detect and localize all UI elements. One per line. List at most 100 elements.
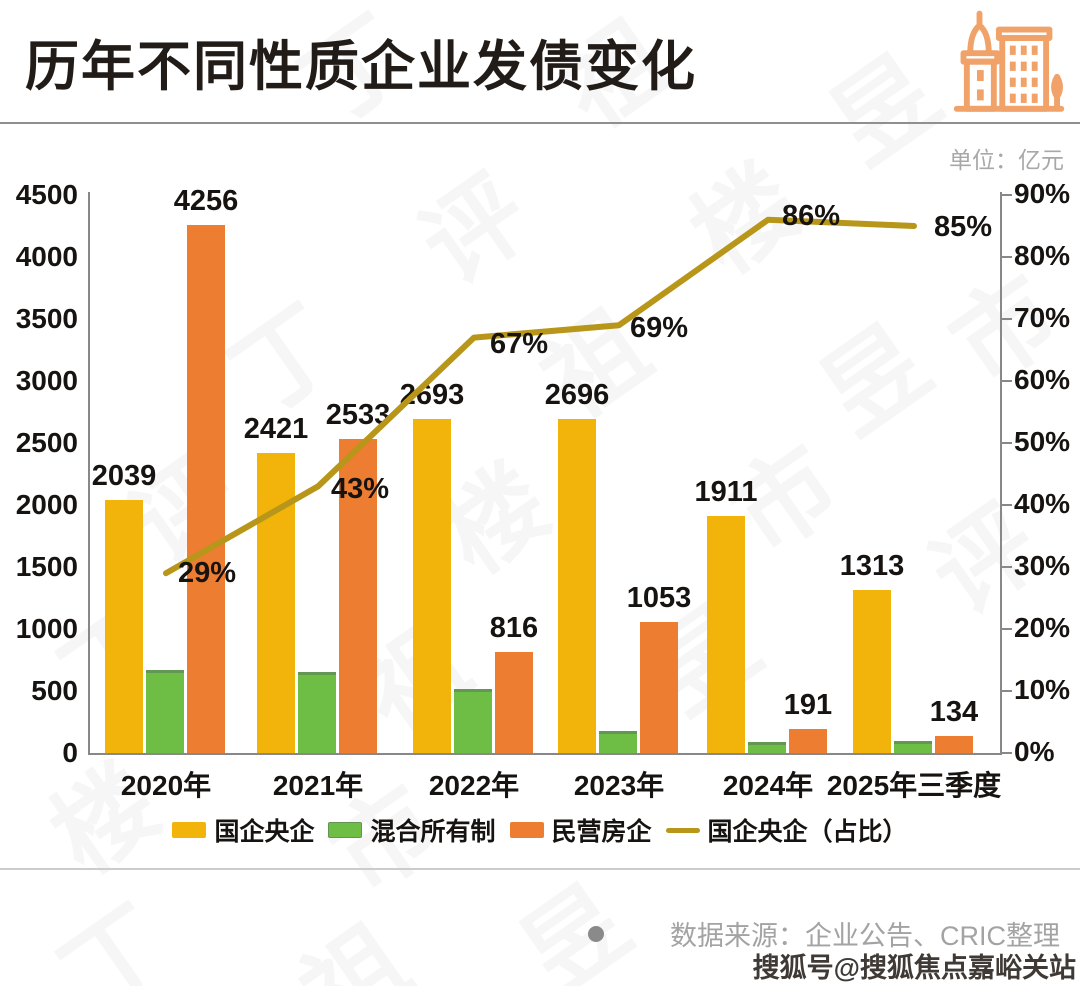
legend-label: 国企央企 <box>214 818 315 846</box>
line-point-label: 85% <box>934 211 993 243</box>
y-axis-left-line <box>88 192 90 754</box>
line-point-label: 69% <box>630 312 689 345</box>
y-axis-right-tick-mark <box>1000 318 1012 320</box>
y-axis-right-tick-label: 30% <box>1014 550 1071 581</box>
legend-line-swatch <box>665 827 700 833</box>
watermark-glyph: 昱 <box>802 305 949 455</box>
bar-混合所有制-2025年三季度 <box>894 741 932 753</box>
x-axis-label-2024年: 2024年 <box>722 770 814 801</box>
y-axis-right-tick-mark <box>1000 628 1012 630</box>
legend-color-swatch <box>328 822 363 838</box>
bar-value-label: 1313 <box>839 550 905 583</box>
watermark-glyph: 昱 <box>812 35 959 185</box>
x-axis-label-2020年: 2020年 <box>120 770 212 801</box>
y-axis-right-tick-label: 80% <box>1014 240 1071 271</box>
bar-value-label: 816 <box>489 611 539 644</box>
bar-混合所有制-2023年 <box>599 731 637 753</box>
data-source-text: 数据来源：企业公告、CRIC整理 <box>670 921 1060 951</box>
x-axis-label-2025年三季度: 2025年三季度 <box>826 770 1002 801</box>
source-row: 数据来源：企业公告、CRIC整理 <box>588 914 1060 953</box>
bar-民营房企-2022年 <box>495 651 533 753</box>
bar-国企央企-2020年 <box>105 500 143 753</box>
y-axis-right-tick-mark <box>1000 442 1012 444</box>
y-axis-left-tick-label: 500 <box>31 675 78 706</box>
bar-value-label: 2533 <box>325 398 391 431</box>
legend-color-swatch <box>172 822 207 838</box>
bar-混合所有制-2020年 <box>146 669 184 753</box>
line-point-label: 29% <box>178 557 237 590</box>
legend-item-国企央企（占比）: 国企央企（占比） <box>665 812 908 848</box>
footer-divider <box>0 868 1080 870</box>
legend-color-swatch <box>509 822 544 838</box>
x-axis-line <box>88 753 1002 755</box>
y-axis-left-tick-label: 1000 <box>15 613 78 644</box>
bar-民营房企-2024年 <box>789 729 827 753</box>
line-point-label: 67% <box>490 327 549 360</box>
bar-国企央企-2022年 <box>413 419 451 753</box>
y-axis-left-tick-label: 2500 <box>15 427 78 458</box>
watermark-glyph: 评 <box>402 155 549 305</box>
bar-value-label: 2696 <box>544 378 610 411</box>
y-axis-left-tick-label: 4500 <box>15 179 78 210</box>
bar-民营房企-2020年 <box>187 225 225 753</box>
y-axis-right-tick-mark <box>1000 194 1012 196</box>
y-axis-left-tick-label: 2000 <box>15 489 78 520</box>
legend-item-混合所有制: 混合所有制 <box>328 812 496 848</box>
line-point-label: 43% <box>331 473 390 506</box>
y-axis-left-tick-label: 0 <box>62 737 78 768</box>
legend-label: 混合所有制 <box>370 818 496 846</box>
legend-item-国企央企: 国企央企 <box>172 812 314 848</box>
y-axis-right-tick-mark <box>1000 256 1012 258</box>
bar-value-label: 4256 <box>173 185 239 218</box>
title-divider <box>0 122 1080 124</box>
y-axis-right-tick-label: 10% <box>1014 674 1071 705</box>
bar-混合所有制-2024年 <box>748 741 786 753</box>
y-axis-right-tick-mark <box>1000 504 1012 506</box>
bar-国企央企-2023年 <box>558 418 596 753</box>
y-axis-right-tick-label: 40% <box>1014 488 1071 519</box>
bar-value-label: 2693 <box>399 379 465 412</box>
y-axis-left-tick-label: 3500 <box>15 303 78 334</box>
bar-国企央企-2024年 <box>707 516 745 753</box>
line-point-label: 86% <box>782 199 841 232</box>
y-axis-right-tick-label: 50% <box>1014 426 1071 457</box>
watermark-glyph: 丁 <box>42 885 189 986</box>
y-axis-right-line <box>1000 192 1002 754</box>
unit-label: 单位：亿元 <box>949 147 1064 173</box>
buildings-icon <box>953 10 1065 112</box>
bar-value-label: 1911 <box>694 476 758 509</box>
legend-label: 国企央企（占比） <box>707 818 908 846</box>
y-axis-right-tick-label: 20% <box>1014 612 1071 643</box>
y-axis-left-tick-label: 4000 <box>15 241 78 272</box>
bar-混合所有制-2021年 <box>298 671 336 753</box>
site-watermark: 搜狐号@搜狐焦点嘉峪关站 <box>752 953 1076 983</box>
y-axis-right-tick-mark <box>1000 380 1012 382</box>
bar-value-label: 191 <box>783 689 833 722</box>
legend-item-民营房企: 民营房企 <box>509 812 652 848</box>
bar-民营房企-2025年三季度 <box>935 736 973 753</box>
legend-label: 民营房企 <box>551 818 652 846</box>
bar-value-label: 2039 <box>91 460 157 493</box>
bar-国企央企-2025年三季度 <box>853 590 891 753</box>
legend: 国企央企 混合所有制 民营房企 国企央企（占比） <box>0 812 1080 848</box>
y-axis-left-tick-label: 1500 <box>15 551 78 582</box>
x-axis-label-2023年: 2023年 <box>573 770 665 801</box>
y-axis-right-tick-mark <box>1000 690 1012 692</box>
bar-value-label: 2421 <box>243 412 309 445</box>
watermark-glyph: 祖 <box>282 905 429 986</box>
bar-国企央企-2021年 <box>257 452 295 753</box>
bar-value-label: 134 <box>929 696 979 729</box>
bar-民营房企-2023年 <box>640 622 678 753</box>
y-axis-right-tick-mark <box>1000 752 1012 754</box>
y-axis-right-tick-mark <box>1000 566 1012 568</box>
y-axis-right-tick-label: 0% <box>1014 736 1055 767</box>
x-axis-label-2021年: 2021年 <box>272 770 364 801</box>
x-axis-label-2022年: 2022年 <box>428 770 520 801</box>
y-axis-right-tick-label: 60% <box>1014 364 1071 395</box>
y-axis-right-tick-label: 70% <box>1014 302 1071 333</box>
y-axis-left-tick-label: 3000 <box>15 365 78 396</box>
page-title: 历年不同性质企业发债变化 <box>25 37 697 97</box>
bullet-icon <box>588 925 604 942</box>
bar-value-label: 1053 <box>626 582 692 615</box>
